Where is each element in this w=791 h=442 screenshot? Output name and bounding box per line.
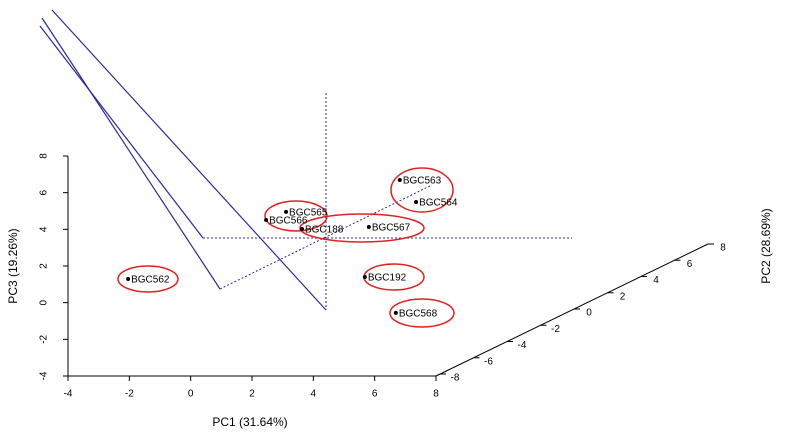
- z-tick-label: 2: [620, 291, 626, 302]
- z-tick-label: -2: [551, 324, 560, 335]
- y-tick-label: 8: [39, 153, 50, 159]
- y-tick-label: 0: [39, 299, 50, 305]
- highlight-ring: [390, 167, 454, 213]
- point: [126, 277, 131, 282]
- highlight-ring: [299, 213, 425, 243]
- point: [264, 217, 269, 222]
- z-tick-label: 6: [687, 259, 693, 270]
- x-axis-title: PC1 (31.64%): [212, 415, 287, 429]
- point-label: BGC192: [368, 273, 407, 284]
- highlight-ring: [117, 265, 179, 293]
- z-axis-title: PC2 (28.69%): [759, 208, 773, 283]
- z-axis: [435, 243, 709, 377]
- projection-line: [51, 9, 327, 311]
- point-label: BGC563: [403, 176, 442, 187]
- x-tick-label: 6: [372, 389, 378, 400]
- point-label: BGC565: [289, 208, 328, 219]
- x-tick-label: 4: [311, 389, 317, 400]
- z-tick-label: 4: [653, 275, 659, 286]
- y-tick-label: 6: [39, 189, 50, 195]
- point-label: BGC562: [131, 275, 170, 286]
- z-tick-label: 0: [586, 308, 592, 319]
- z-tick-label: -8: [451, 373, 460, 384]
- highlight-ring: [389, 298, 455, 328]
- projection-lines: [39, 9, 572, 311]
- y-tick-label: 2: [39, 263, 50, 269]
- projection-line: [39, 25, 204, 239]
- point-label: BGC568: [399, 309, 438, 320]
- point: [299, 226, 304, 231]
- point-label: BGC567: [372, 223, 411, 234]
- z-tick-label: -4: [518, 340, 527, 351]
- point-label: BGC564: [419, 198, 458, 209]
- z-tick-label: -6: [484, 356, 493, 367]
- projection-line: [41, 17, 221, 290]
- point: [397, 178, 402, 183]
- point-label: BGC188: [305, 225, 344, 236]
- highlights: [117, 167, 455, 328]
- y-tick-label: -4: [39, 371, 50, 380]
- point: [414, 200, 419, 205]
- y-tick-label: -2: [39, 334, 50, 343]
- z-tick-label: 8: [720, 243, 726, 254]
- x-tick-label: -4: [64, 389, 73, 400]
- y-tick-label: 4: [39, 226, 50, 232]
- x-tick-label: 0: [188, 389, 194, 400]
- point: [393, 310, 398, 315]
- point: [284, 209, 289, 214]
- y-axis-title: PC3 (19.26%): [6, 228, 20, 303]
- x-tick-label: 2: [249, 389, 255, 400]
- point: [366, 224, 371, 229]
- point: [362, 275, 367, 279]
- x-tick-label: 8: [433, 389, 439, 400]
- x-tick-label: -2: [125, 389, 134, 400]
- point-label: BGC566: [269, 216, 308, 227]
